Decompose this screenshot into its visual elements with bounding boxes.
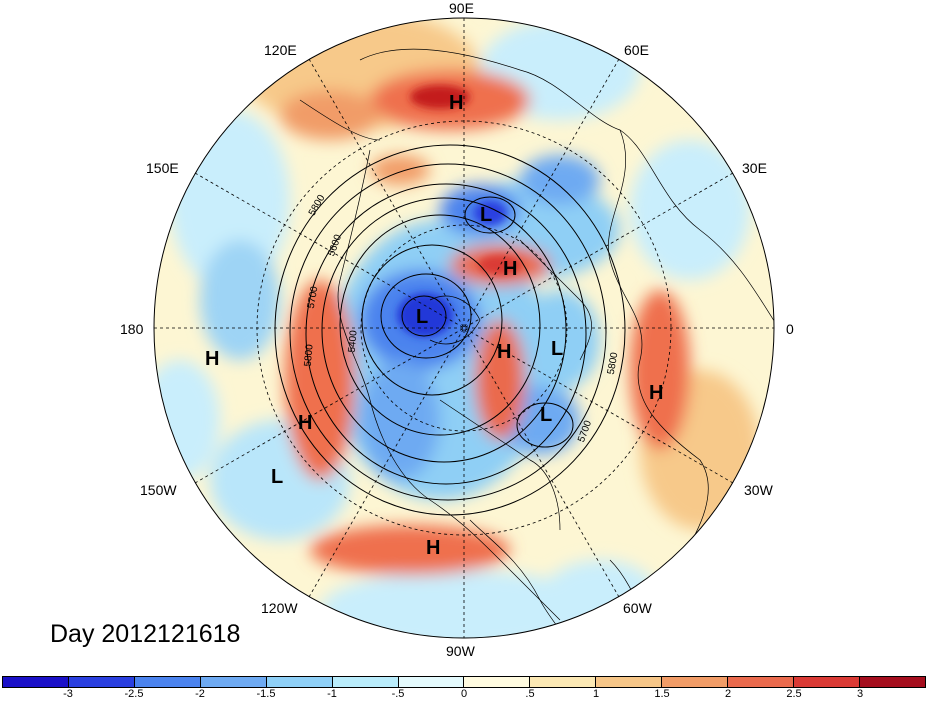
colorbar-tick-label: -2 [195, 688, 205, 700]
colorbar-tick-label: -3 [63, 688, 73, 700]
polar-stereographic-map [153, 17, 775, 639]
high-pressure-center: H [426, 537, 441, 559]
low-pressure-center: L [271, 466, 284, 488]
lon-label-120w: 120W [261, 600, 298, 616]
colorbar-swatch-3 [200, 677, 267, 687]
lon-label-120e: 120E [264, 42, 297, 58]
contour-label: 5800 [302, 343, 316, 368]
height-contours [274, 144, 626, 516]
low-pressure-center: L [551, 338, 564, 360]
colorbar-swatch-11 [728, 677, 795, 687]
lon-label-30e: 30E [742, 160, 767, 176]
low-pressure-center: L [540, 404, 553, 426]
lon-label-60e: 60E [624, 42, 649, 58]
colorbar-swatch-2 [134, 677, 201, 687]
colorbar-swatch-13 [859, 677, 925, 687]
colorbar [2, 676, 926, 688]
high-pressure-center: H [649, 382, 664, 404]
colorbar-swatch-0 [3, 677, 69, 687]
high-pressure-center: H [449, 92, 464, 114]
contour-label: 5400 [346, 329, 360, 354]
colorbar-swatch-6 [398, 677, 465, 687]
colorbar-swatch-7 [464, 677, 531, 687]
high-pressure-center: H [298, 412, 313, 434]
colorbar-swatch-10 [662, 677, 729, 687]
high-pressure-center: H [205, 348, 220, 370]
colorbar-tick-label: 2 [724, 688, 732, 700]
lon-label-30w: 30W [744, 482, 773, 498]
high-pressure-center: H [497, 341, 512, 363]
colorbar-tick-label: 3 [856, 688, 864, 700]
lon-label-150w: 150W [140, 482, 177, 498]
colorbar-swatch-9 [596, 677, 663, 687]
colorbar-tick-label: -.5 [391, 688, 405, 700]
colorbar-swatch-5 [332, 677, 399, 687]
lon-label-180: 180 [120, 321, 144, 337]
low-pressure-center: L [480, 204, 493, 226]
colorbar-swatch-12 [794, 677, 860, 687]
colorbar-tick-label: 0 [460, 688, 468, 700]
colorbar-tick-label: 1 [592, 688, 600, 700]
colorbar-swatch-8 [530, 677, 597, 687]
map-title: Day 2012121618 [50, 620, 241, 648]
lon-label-60w: 60W [623, 600, 652, 616]
lon-label-0: 0 [786, 321, 794, 337]
colorbar-swatch-4 [266, 677, 333, 687]
colorbar-tick-label: -1.5 [256, 688, 276, 700]
colorbar-tick-label: -1 [327, 688, 337, 700]
colorbar-swatch-1 [68, 677, 135, 687]
high-pressure-center: H [503, 258, 518, 280]
colorbar-tick-label: .5 [525, 688, 535, 700]
lon-label-90e: 90E [449, 0, 474, 16]
colorbar-tick-label: -2.5 [124, 688, 144, 700]
low-pressure-center: L [416, 306, 429, 328]
colorbar-tick-label: 2.5 [786, 688, 802, 700]
map-boundary [153, 17, 775, 639]
lon-label-90w: 90W [446, 643, 475, 659]
lon-label-150e: 150E [146, 160, 179, 176]
graticule [154, 18, 774, 638]
colorbar-tick-label: 1.5 [654, 688, 670, 700]
